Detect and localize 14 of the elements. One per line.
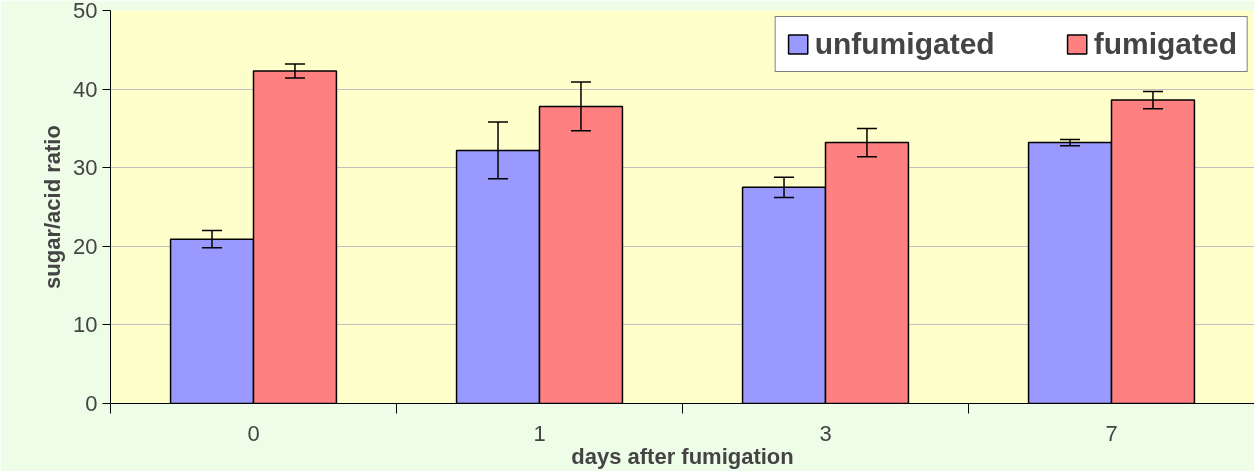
x-tick-label: 0 xyxy=(247,420,260,446)
legend-label: fumigated xyxy=(1093,27,1237,61)
x-tick-label: 7 xyxy=(1105,420,1118,446)
y-tick-label: 10 xyxy=(73,312,98,338)
legend-label: unfumigated xyxy=(814,27,995,61)
y-tick-label: 20 xyxy=(73,233,98,259)
x-axis-title: days after fumigation xyxy=(571,443,794,469)
y-tick-label: 50 xyxy=(73,0,98,23)
x-tick-label: 3 xyxy=(819,420,832,446)
x-tick-label: 1 xyxy=(533,420,546,446)
y-tick-label: 30 xyxy=(73,155,98,181)
y-tick-label: 40 xyxy=(73,76,98,102)
y-tick-label: 0 xyxy=(85,391,98,416)
y-axis-title: sugar/acid ratio xyxy=(40,125,66,289)
